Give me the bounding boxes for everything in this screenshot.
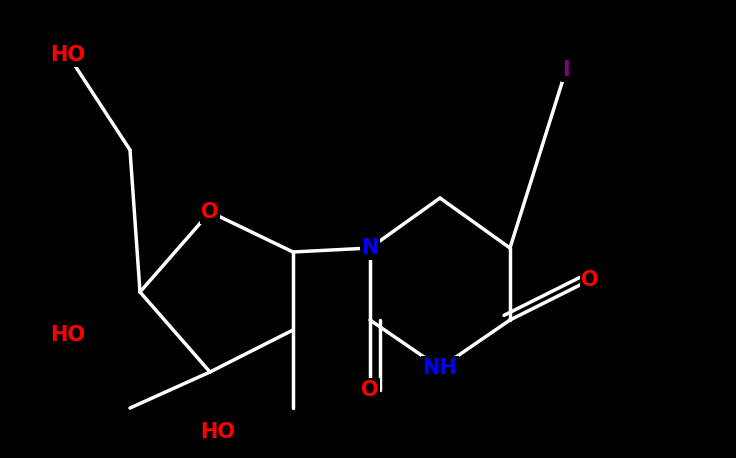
Text: O: O: [581, 270, 599, 290]
Text: NH: NH: [422, 358, 457, 378]
Text: HO: HO: [51, 325, 85, 345]
Text: I: I: [562, 60, 570, 80]
Text: N: N: [361, 238, 379, 258]
Text: HO: HO: [51, 45, 85, 65]
Text: HO: HO: [200, 422, 236, 442]
Text: O: O: [361, 380, 379, 400]
Text: O: O: [201, 202, 219, 222]
